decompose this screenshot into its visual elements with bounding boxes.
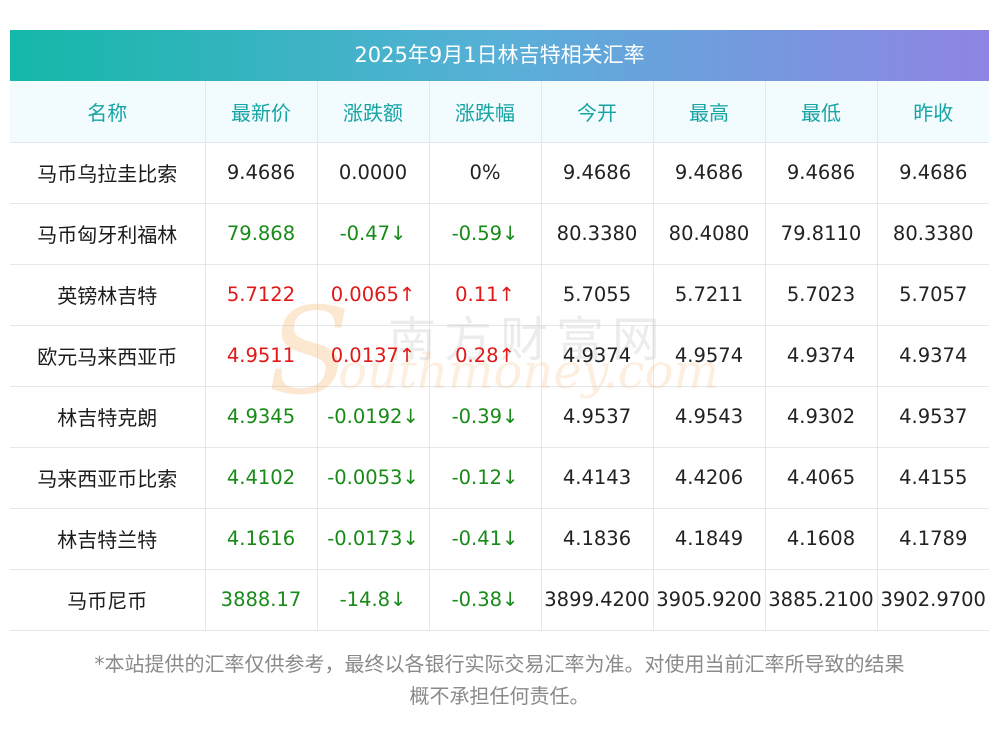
cell-open: 4.9537 (541, 386, 654, 448)
cell-change: -0.0053↓ (317, 447, 430, 509)
exchange-rate-table: 名称 最新价 涨跌额 涨跌幅 今开 最高 最低 昨收 马币乌拉圭比索 9.4686… (10, 81, 989, 631)
cell-high: 5.7211 (653, 264, 766, 326)
table-row: 欧元马来西亚币 4.9511 0.0137↑ 0.28↑ 4.9374 4.9574 4.9… (10, 325, 989, 387)
cell-change-pct: -0.12↓ (429, 447, 542, 509)
cell-change-pct: -0.41↓ (429, 508, 542, 570)
cell-change: 0.0000 (317, 142, 430, 204)
cell-low: 4.9302 (765, 386, 878, 448)
cell-change: 0.0137↑ (317, 325, 430, 387)
table-row: 英镑林吉特 5.7122 0.0065↑ 0.11↑ 5.7055 5.7211 5.702… (10, 264, 989, 326)
cell-change: -0.0173↓ (317, 508, 430, 570)
cell-open: 5.7055 (541, 264, 654, 326)
cell-open: 4.9374 (541, 325, 654, 387)
cell-prev-close: 4.1789 (877, 508, 989, 570)
header-high: 最高 (653, 81, 766, 143)
disclaimer-line-1: *本站提供的汇率仅供参考，最终以各银行实际交易汇率为准。对使用当前汇率所导致的结… (94, 652, 905, 676)
cell-latest: 4.9345 (205, 386, 318, 448)
cell-low: 4.9374 (765, 325, 878, 387)
cell-latest: 4.1616 (205, 508, 318, 570)
table-row: 马币乌拉圭比索 9.4686 0.0000 0% 9.4686 9.4686 9.4686 9… (10, 142, 989, 204)
cell-latest: 79.868 (205, 203, 318, 265)
cell-high: 4.9543 (653, 386, 766, 448)
table-row: 马币尼币 3888.17 -14.8↓ -0.38↓ 3899.4200 3905.920… (10, 569, 989, 631)
rate-table-container: 2025年9月1日林吉特相关汇率 名称 最新价 涨跌额 涨跌幅 今开 最高 最低… (10, 30, 989, 631)
cell-high: 80.4080 (653, 203, 766, 265)
cell-prev-close: 4.4155 (877, 447, 989, 509)
table-title: 2025年9月1日林吉特相关汇率 (10, 30, 989, 81)
cell-change-pct: -0.39↓ (429, 386, 542, 448)
disclaimer-line-2: 概不承担任何责任。 (409, 684, 590, 708)
table-row: 马币匈牙利福林 79.868 -0.47↓ -0.59↓ 80.3380 80.4080 7… (10, 203, 989, 265)
cell-change: -0.47↓ (317, 203, 430, 265)
cell-name: 欧元马来西亚币 (10, 325, 206, 387)
cell-change-pct: 0.28↑ (429, 325, 542, 387)
cell-prev-close: 80.3380 (877, 203, 989, 265)
cell-high: 4.9574 (653, 325, 766, 387)
cell-low: 3885.2100 (765, 569, 878, 631)
table-header-row: 名称 最新价 涨跌额 涨跌幅 今开 最高 最低 昨收 (10, 81, 989, 143)
header-name: 名称 (10, 81, 206, 143)
cell-high: 4.1849 (653, 508, 766, 570)
header-latest: 最新价 (205, 81, 318, 143)
cell-low: 4.1608 (765, 508, 878, 570)
header-change: 涨跌额 (317, 81, 430, 143)
cell-change-pct: 0.11↑ (429, 264, 542, 326)
cell-change: -0.0192↓ (317, 386, 430, 448)
cell-open: 9.4686 (541, 142, 654, 204)
table-row: 马来西亚币比索 4.4102 -0.0053↓ -0.12↓ 4.4143 4.4206 4… (10, 447, 989, 509)
cell-low: 79.8110 (765, 203, 878, 265)
cell-name: 马币尼币 (10, 569, 206, 631)
cell-open: 4.4143 (541, 447, 654, 509)
table-row: 林吉特兰特 4.1616 -0.0173↓ -0.41↓ 4.1836 4.1849 4.1… (10, 508, 989, 570)
cell-latest: 9.4686 (205, 142, 318, 204)
cell-name: 马币匈牙利福林 (10, 203, 206, 265)
cell-change: -14.8↓ (317, 569, 430, 631)
table-row: 林吉特克朗 4.9345 -0.0192↓ -0.39↓ 4.9537 4.9543 4.9… (10, 386, 989, 448)
cell-name: 林吉特兰特 (10, 508, 206, 570)
cell-prev-close: 3902.9700 (877, 569, 989, 631)
cell-open: 80.3380 (541, 203, 654, 265)
cell-latest: 3888.17 (205, 569, 318, 631)
cell-low: 5.7023 (765, 264, 878, 326)
cell-name: 林吉特克朗 (10, 386, 206, 448)
cell-change-pct: -0.38↓ (429, 569, 542, 631)
header-open: 今开 (541, 81, 654, 143)
cell-latest: 4.9511 (205, 325, 318, 387)
cell-change: 0.0065↑ (317, 264, 430, 326)
header-change-pct: 涨跌幅 (429, 81, 542, 143)
cell-prev-close: 5.7057 (877, 264, 989, 326)
cell-low: 9.4686 (765, 142, 878, 204)
cell-open: 4.1836 (541, 508, 654, 570)
cell-prev-close: 4.9537 (877, 386, 989, 448)
cell-latest: 5.7122 (205, 264, 318, 326)
cell-change-pct: -0.59↓ (429, 203, 542, 265)
disclaimer-note: *本站提供的汇率仅供参考，最终以各银行实际交易汇率为准。对使用当前汇率所导致的结… (10, 648, 989, 712)
cell-high: 3905.9200 (653, 569, 766, 631)
header-low: 最低 (765, 81, 878, 143)
cell-name: 马来西亚币比索 (10, 447, 206, 509)
header-prev-close: 昨收 (877, 81, 989, 143)
cell-name: 英镑林吉特 (10, 264, 206, 326)
cell-prev-close: 9.4686 (877, 142, 989, 204)
cell-change-pct: 0% (429, 142, 542, 204)
cell-open: 3899.4200 (541, 569, 654, 631)
cell-high: 4.4206 (653, 447, 766, 509)
cell-latest: 4.4102 (205, 447, 318, 509)
cell-low: 4.4065 (765, 447, 878, 509)
cell-prev-close: 4.9374 (877, 325, 989, 387)
cell-high: 9.4686 (653, 142, 766, 204)
cell-name: 马币乌拉圭比索 (10, 142, 206, 204)
